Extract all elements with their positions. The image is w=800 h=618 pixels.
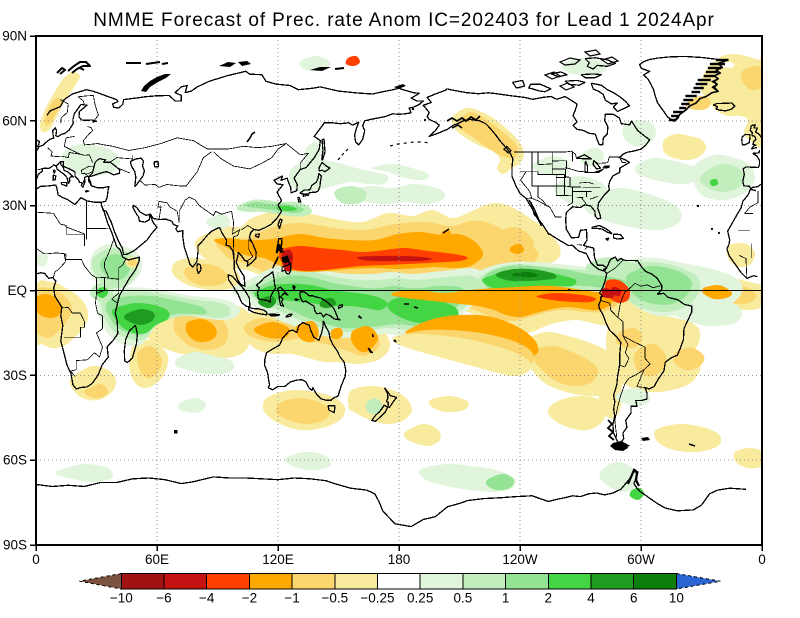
svg-text:NMME Forecast of Prec. rate An: NMME Forecast of Prec. rate Anom IC=2024… bbox=[93, 10, 715, 31]
svg-text:1: 1 bbox=[502, 591, 510, 606]
svg-text:−0.25: −0.25 bbox=[360, 591, 394, 606]
svg-text:120W: 120W bbox=[502, 552, 538, 567]
svg-text:90S: 90S bbox=[3, 538, 27, 553]
svg-text:−0.5: −0.5 bbox=[321, 591, 348, 606]
svg-text:0.25: 0.25 bbox=[407, 591, 433, 606]
svg-text:60W: 60W bbox=[627, 552, 655, 567]
svg-text:30N: 30N bbox=[2, 198, 27, 213]
svg-text:90N: 90N bbox=[2, 29, 27, 44]
svg-text:180: 180 bbox=[388, 552, 411, 567]
svg-text:10: 10 bbox=[669, 591, 684, 606]
svg-text:4: 4 bbox=[587, 591, 595, 606]
svg-text:6: 6 bbox=[630, 591, 638, 606]
svg-text:0.5: 0.5 bbox=[454, 591, 473, 606]
svg-text:2: 2 bbox=[545, 591, 553, 606]
svg-text:0: 0 bbox=[32, 552, 40, 567]
svg-text:60S: 60S bbox=[3, 453, 27, 468]
svg-text:−2: −2 bbox=[242, 591, 257, 606]
svg-text:120E: 120E bbox=[262, 552, 294, 567]
svg-text:30S: 30S bbox=[3, 368, 27, 383]
svg-text:−6: −6 bbox=[156, 591, 171, 606]
svg-text:EQ: EQ bbox=[7, 283, 27, 298]
svg-text:−4: −4 bbox=[199, 591, 215, 606]
svg-text:60E: 60E bbox=[145, 552, 169, 567]
svg-text:−1: −1 bbox=[284, 591, 299, 606]
svg-text:−10: −10 bbox=[110, 591, 133, 606]
svg-text:60N: 60N bbox=[2, 113, 27, 128]
svg-text:0: 0 bbox=[758, 552, 766, 567]
